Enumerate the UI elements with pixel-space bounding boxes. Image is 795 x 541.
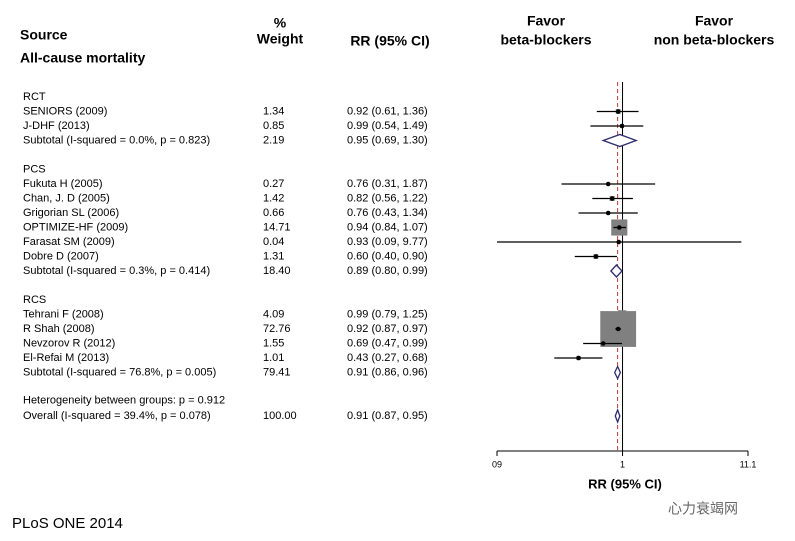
weight-label: 1.31 [263, 250, 284, 262]
plot-background [0, 0, 795, 500]
ci-label: 0.91 (0.86, 0.96) [347, 366, 428, 378]
study-label: OPTIMIZE-HF (2009) [23, 221, 128, 233]
study-label: Overall (I-squared = 39.4%, p = 0.078) [23, 410, 211, 422]
favor-left: Favor [527, 13, 566, 29]
weight-label: 1.42 [263, 192, 284, 204]
ci-label: 0.95 (0.69, 1.30) [347, 134, 428, 146]
point-estimate [576, 355, 581, 361]
weight-label: 79.41 [263, 366, 291, 378]
point-estimate [605, 181, 611, 187]
outcome: All-cause mortality [20, 50, 145, 66]
study-label: Subtotal (I-squared = 0.0%, p = 0.823) [23, 134, 210, 146]
weight-label: 2.19 [263, 134, 284, 146]
weight-label: 0.66 [263, 207, 284, 219]
study-label: El-Refai M (2013) [23, 352, 109, 364]
weight-label: 0.27 [263, 178, 284, 190]
watermark: 心力衰竭网 [668, 501, 738, 517]
study-label: Dobre D (2007) [23, 250, 99, 262]
pooled-diamond [601, 133, 639, 148]
pooled-diamond [610, 264, 623, 278]
study-label: J-DHF (2013) [23, 120, 90, 132]
weight-label: 72.76 [263, 323, 291, 335]
weight-label: 14.71 [263, 221, 291, 233]
source-note: PLoS ONE 2014 [12, 515, 123, 532]
ci-label: 0.93 (0.09, 9.77) [347, 236, 428, 248]
study-label: SENIORS (2009) [23, 105, 107, 117]
ci-label: 0.94 (0.84, 1.07) [347, 221, 428, 233]
weight-label: 1.55 [263, 337, 284, 349]
point-estimate [617, 225, 622, 230]
weight-label: 0.04 [263, 236, 284, 248]
point-estimate [615, 326, 621, 332]
weight-label: 4.09 [263, 308, 284, 320]
weight-label: 100.00 [263, 410, 297, 422]
point-estimate [616, 239, 622, 245]
group-label: RCS [23, 294, 46, 306]
point-estimate [619, 123, 625, 129]
point-estimate [593, 254, 599, 259]
ci-label: 0.89 (0.80, 0.99) [347, 265, 428, 277]
favor-right: Favor [695, 13, 734, 29]
point-estimate [600, 341, 606, 346]
group-label: PCS [23, 163, 46, 175]
study-label: Chan, J. D (2005) [23, 192, 110, 204]
study-label: R Shah (2008) [23, 323, 95, 335]
weight-label: 18.40 [263, 265, 291, 277]
ci-label: 0.99 (0.54, 1.49) [347, 120, 428, 132]
ci-label: 0.91 (0.87, 0.95) [347, 410, 428, 422]
x-tick-label: 1 [620, 459, 625, 469]
ci-label: 0.69 (0.47, 0.99) [347, 337, 428, 349]
ci-label: 0.43 (0.27, 0.68) [347, 352, 428, 364]
pooled-diamond [614, 408, 621, 424]
study-label: Farasat SM (2009) [23, 236, 115, 248]
study-label: Subtotal (I-squared = 0.3%, p = 0.414) [23, 265, 210, 277]
ci-label: 0.82 (0.56, 1.22) [347, 192, 428, 204]
favor-left: beta-blockers [500, 32, 591, 48]
weight-header: Weight [257, 31, 304, 47]
favor-right: non beta-blockers [654, 32, 775, 48]
ci-label: 0.92 (0.87, 0.97) [347, 323, 428, 335]
study-label: Subtotal (I-squared = 76.8%, p = 0.005) [23, 366, 216, 378]
rr-header: RR (95% CI) [350, 33, 429, 49]
ci-label: 0.92 (0.61, 1.36) [347, 105, 428, 117]
weight-header: % [274, 15, 287, 31]
weight-label: 1.34 [263, 105, 284, 117]
x-tick-label: 09 [492, 459, 502, 469]
point-estimate [605, 210, 611, 216]
study-label: Grigorian SL (2006) [23, 207, 119, 219]
study-label: Nevzorov R (2012) [23, 337, 115, 349]
weight-label: 1.01 [263, 352, 284, 364]
point-estimate [609, 196, 615, 201]
source-header: Source [20, 27, 68, 43]
study-label: Fukuta H (2005) [23, 178, 102, 190]
pooled-diamond [613, 364, 622, 381]
point-estimate [615, 109, 621, 114]
ci-label: 0.60 (0.40, 0.90) [347, 250, 428, 262]
ci-label: 0.76 (0.43, 1.34) [347, 207, 428, 219]
group-label: RCT [23, 91, 46, 103]
x-tick-label: 11.1 [740, 459, 757, 469]
study-label: Tehrani F (2008) [23, 308, 104, 320]
heterogeneity: Heterogeneity between groups: p = 0.912 [23, 394, 225, 406]
ci-label: 0.99 (0.79, 1.25) [347, 308, 428, 320]
weight-label: 0.85 [263, 120, 284, 132]
ci-label: 0.76 (0.31, 1.87) [347, 178, 428, 190]
x-axis-label: RR (95% CI) [588, 476, 662, 491]
